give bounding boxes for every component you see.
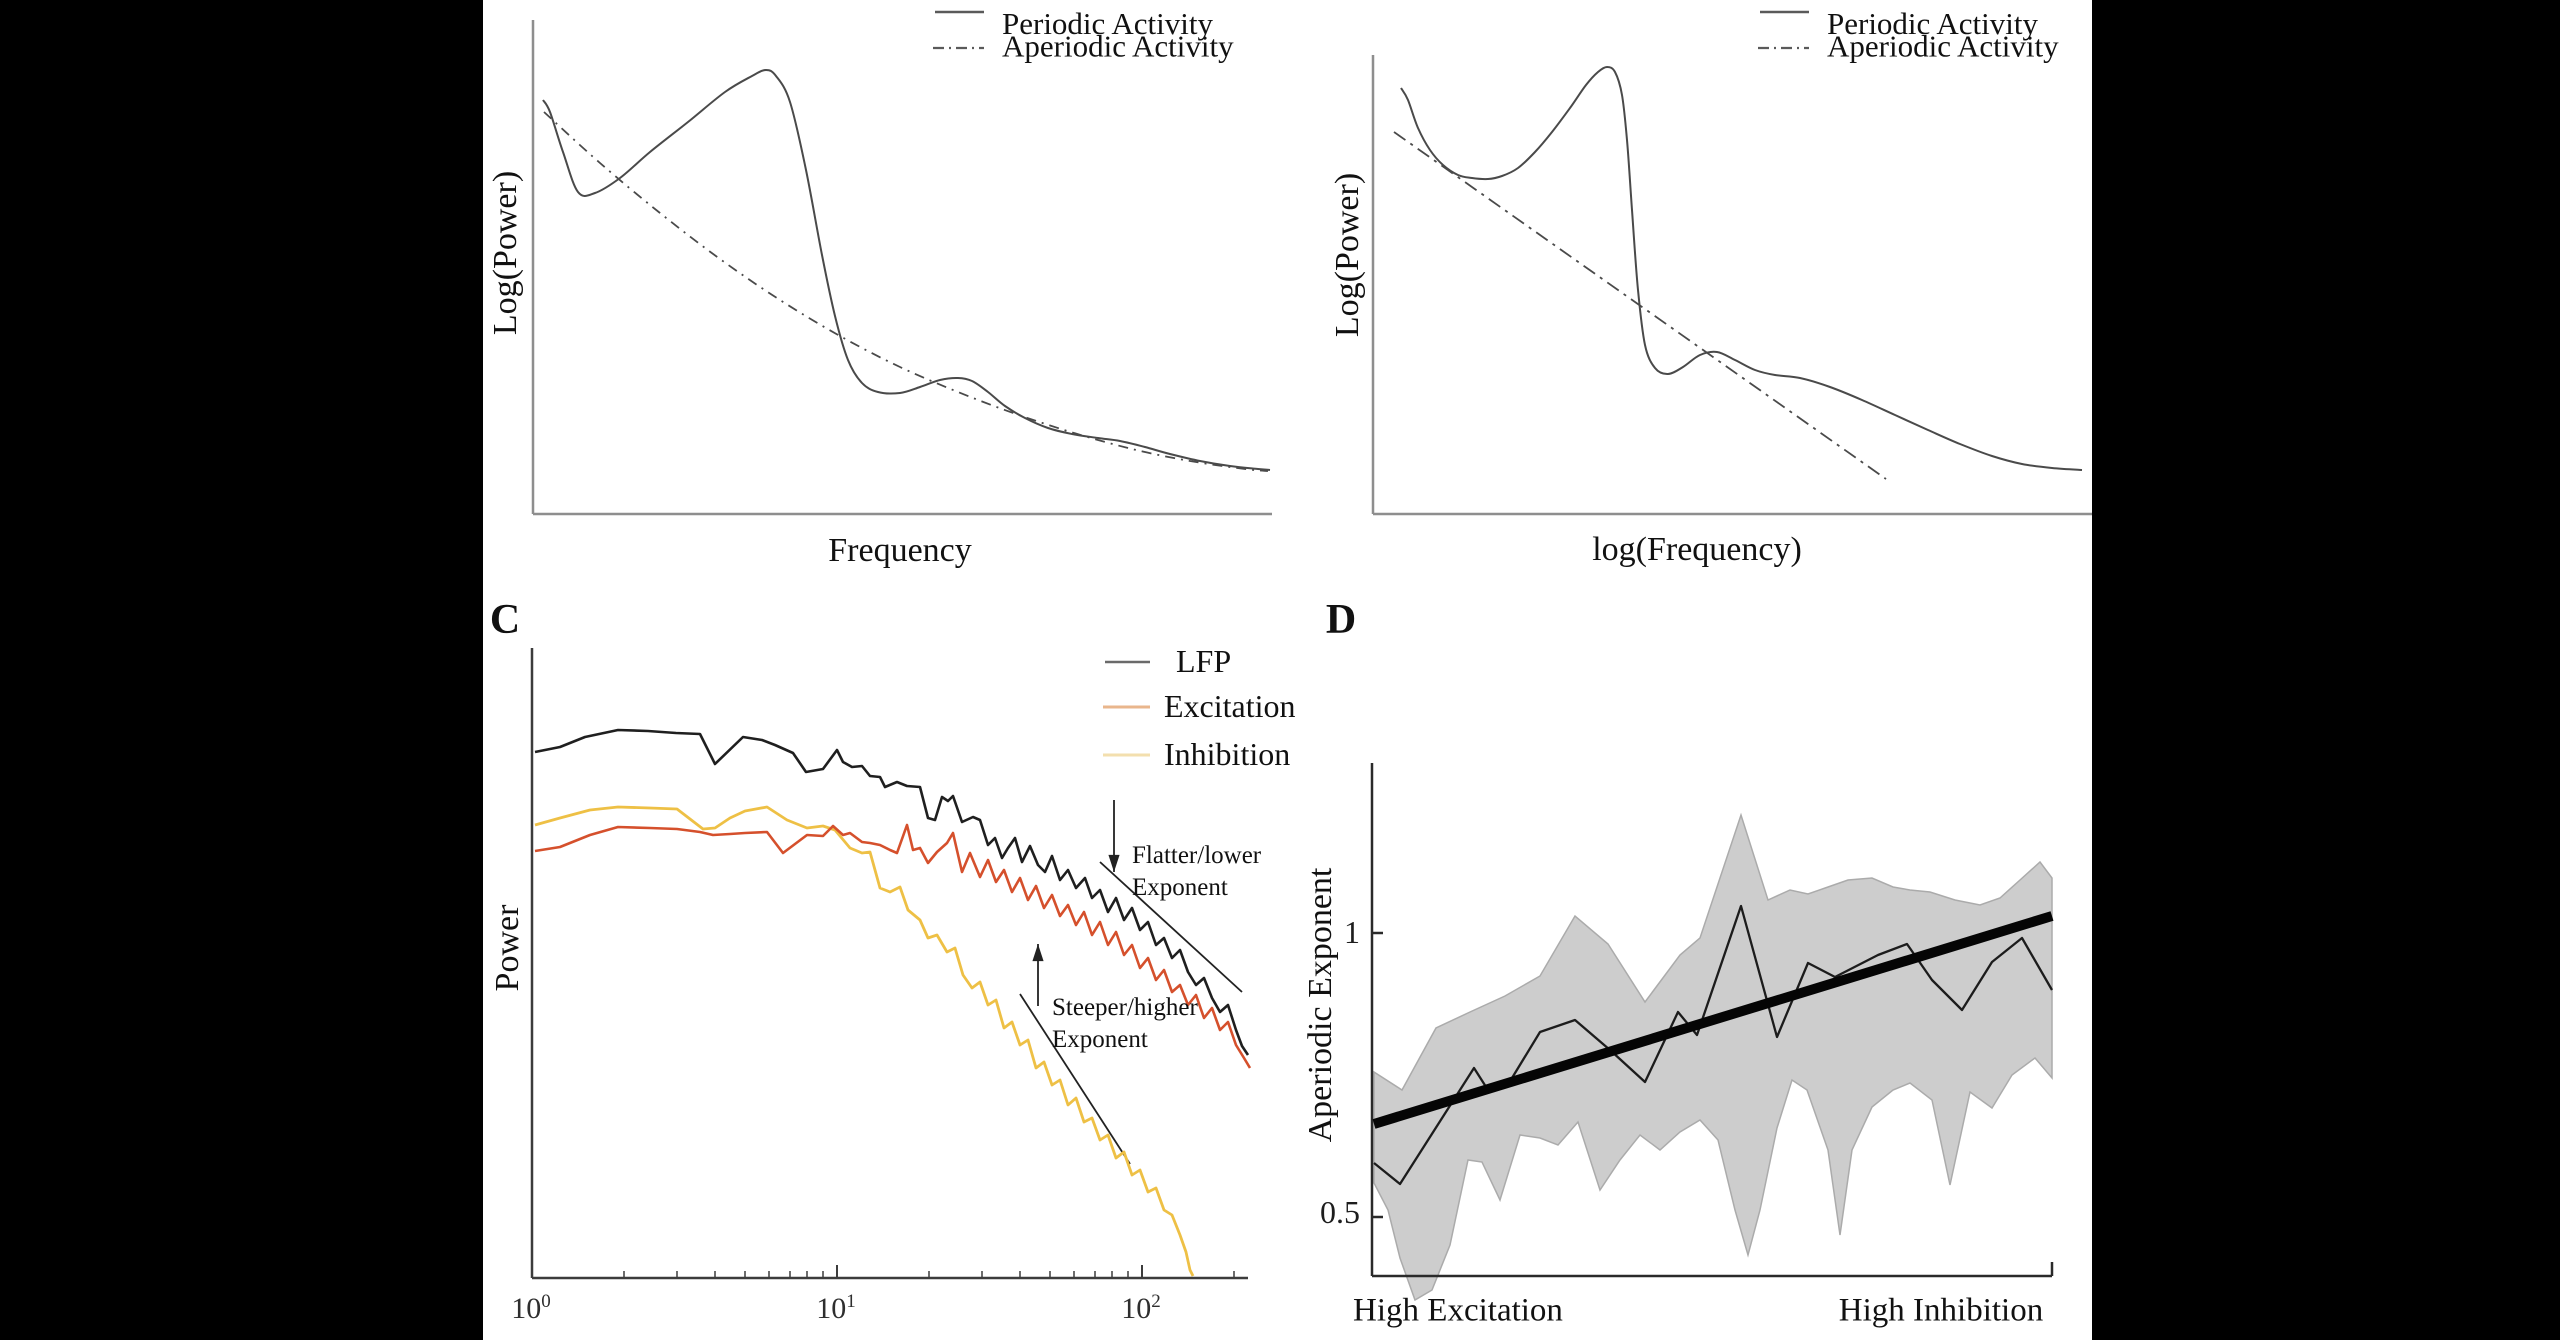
panel-d-ytick-0_5: 0.5 (1320, 1194, 1360, 1231)
panel-a-legend-periodic-label: Periodic Activity (1002, 6, 1213, 41)
panel-c-legend-excitation-label: Excitation (1164, 688, 1296, 725)
panel-d-letter: D (1325, 596, 1357, 643)
panel-b-x-axis-label: log(Frequency) (1592, 531, 1802, 569)
letterbox-right (2092, 0, 2560, 1340)
panel-d-x-label-inhibition: High Inhibition (1838, 1292, 2044, 1329)
panel-c-xtick-1: 100 (511, 1290, 551, 1325)
annotation-steeper-line1: Steeper/higher (1052, 993, 1198, 1021)
panel-a-legend-aperiodic-label: Aperiodic Activity (1002, 28, 1234, 64)
panel-a-x-axis-label: Frequency (828, 532, 972, 570)
panel-c-y-axis-label: Power (489, 904, 527, 992)
panel-d-x-label-excitation: High Excitation (1353, 1292, 1563, 1329)
panel-b-legend-periodic-label: Periodic Activity (1827, 6, 2038, 41)
panel-c-legend-lfp-label: LFP (1176, 643, 1232, 680)
panel-c-xtick-10: 101 (816, 1290, 856, 1325)
panel-b-legend-aperiodic-label: Aperiodic Activity (1827, 28, 2059, 64)
annotation-flatter-line2: Exponent (1132, 873, 1228, 901)
panel-c-xtick-100: 102 (1121, 1290, 1161, 1325)
panel-b-y-axis-label: Log(Power) (1329, 172, 1367, 338)
panel-c-x-axis-label: Frequency (818, 1334, 962, 1340)
panel-d-ytick-1: 1 (1344, 914, 1360, 951)
panel-c-letter: C (489, 596, 521, 643)
annotation-steeper-line2: Exponent (1052, 1025, 1148, 1053)
panel-c-legend-inhibition-label: Inhibition (1164, 736, 1291, 773)
letterbox-left (0, 0, 483, 1340)
panel-d-y-axis-label: Aperiodic Exponent (1302, 867, 1340, 1143)
annotation-flatter-line1: Flatter/lower (1132, 841, 1262, 869)
panel-a-y-axis-label: Log(Power) (487, 170, 525, 336)
